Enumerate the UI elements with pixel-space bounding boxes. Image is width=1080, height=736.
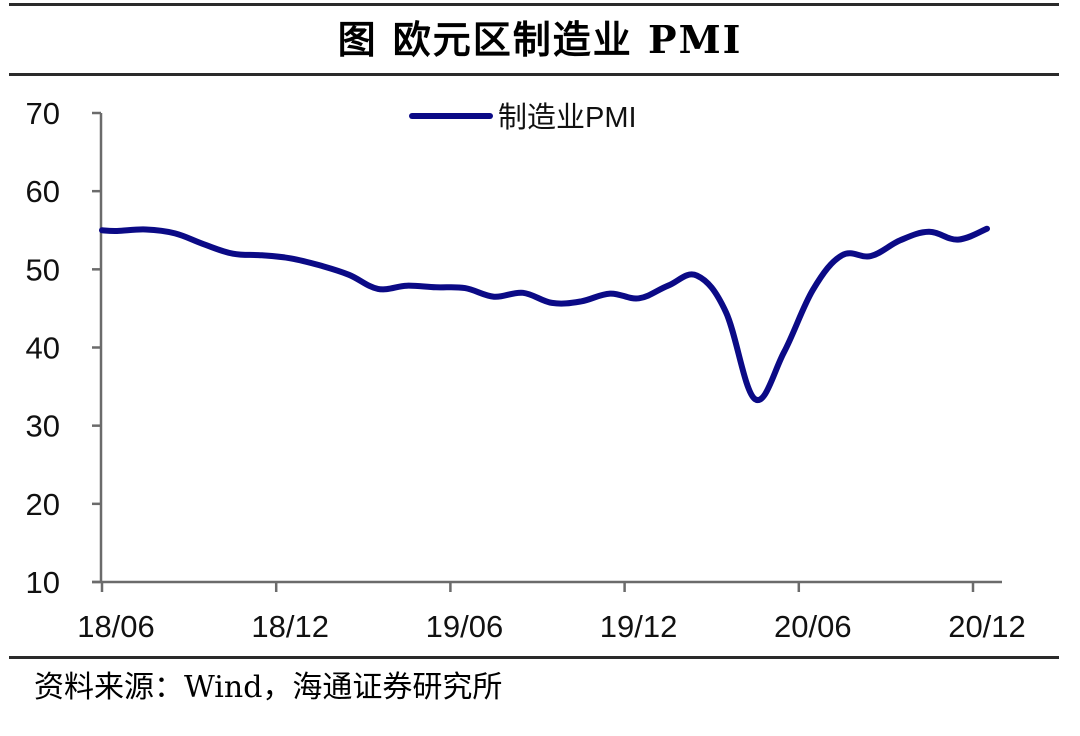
legend: 制造业PMI (409, 101, 637, 134)
x-tick-label: 18/06 (77, 609, 155, 644)
x-tick-label: 18/12 (251, 609, 329, 644)
chart-title: 图 欧元区制造业 PMI (337, 17, 743, 62)
y-tick-label: 60 (26, 174, 60, 209)
x-axis: 18/06 18/12 19/06 19/12 20/06 20/12 (77, 580, 1026, 644)
pmi-series-line (99, 225, 990, 404)
bottom-rule (9, 656, 1059, 659)
line-chart: 10 20 30 40 50 60 70 18/06 18/12 19/06 19/12 20/06… (26, 96, 1026, 644)
source-note: 资料来源：Wind，海通证券研究所 (34, 670, 503, 705)
y-tick-label: 30 (26, 409, 60, 444)
x-tick-label: 19/06 (426, 609, 504, 644)
x-tick-label: 20/06 (774, 609, 852, 644)
x-tick-label: 19/12 (600, 609, 678, 644)
y-axis: 10 20 30 40 50 60 70 (26, 96, 103, 600)
y-tick-label: 20 (26, 487, 60, 522)
top-rule (9, 3, 1059, 6)
y-tick-label: 70 (26, 96, 60, 131)
y-tick-label: 50 (26, 252, 60, 287)
legend-label: 制造业PMI (498, 101, 637, 134)
title-underline (9, 73, 1059, 76)
x-tick-label: 20/12 (948, 609, 1026, 644)
y-tick-label: 40 (26, 331, 60, 366)
y-tick-label: 10 (26, 565, 60, 600)
